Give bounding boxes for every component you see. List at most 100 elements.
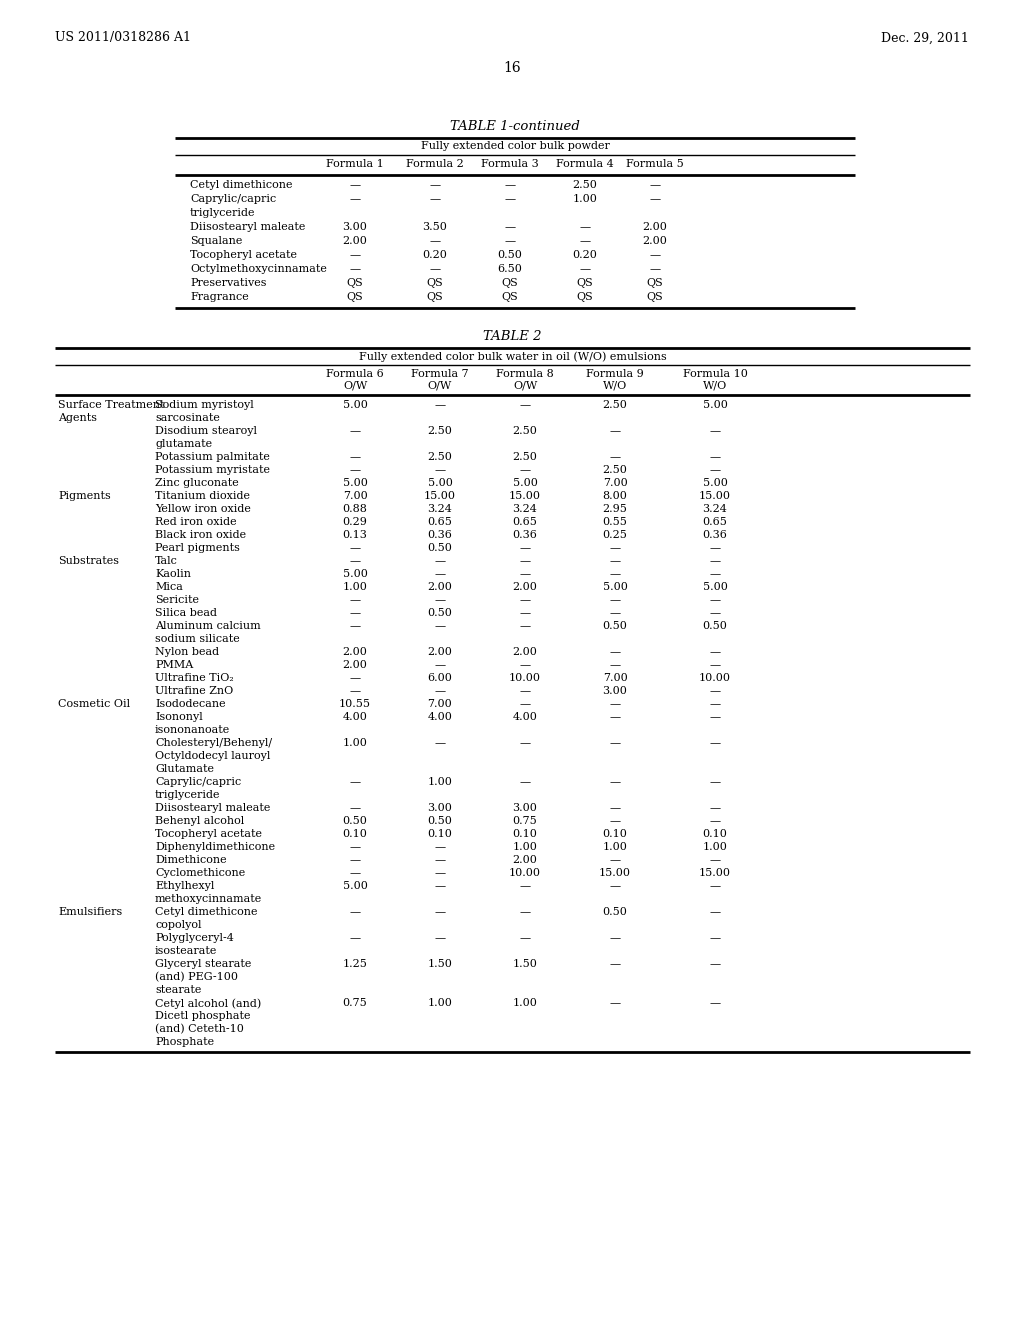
Text: —: — xyxy=(710,960,721,969)
Text: 0.75: 0.75 xyxy=(513,816,538,826)
Text: Caprylic/capric: Caprylic/capric xyxy=(155,777,242,787)
Text: —: — xyxy=(580,222,591,232)
Text: 4.00: 4.00 xyxy=(428,711,453,722)
Text: —: — xyxy=(609,711,621,722)
Text: (and) Ceteth-10: (and) Ceteth-10 xyxy=(155,1024,244,1035)
Text: 6.50: 6.50 xyxy=(498,264,522,275)
Text: QS: QS xyxy=(347,292,364,302)
Text: —: — xyxy=(349,673,360,682)
Text: Tocopheryl acetate: Tocopheryl acetate xyxy=(155,829,262,840)
Text: —: — xyxy=(434,855,445,865)
Text: methoxycinnamate: methoxycinnamate xyxy=(155,894,262,904)
Text: Titanium dioxide: Titanium dioxide xyxy=(155,491,250,502)
Text: Dicetl phosphate: Dicetl phosphate xyxy=(155,1011,251,1020)
Text: —: — xyxy=(429,264,440,275)
Text: —: — xyxy=(519,609,530,618)
Text: Tocopheryl acetate: Tocopheryl acetate xyxy=(190,249,297,260)
Text: —: — xyxy=(349,595,360,605)
Text: —: — xyxy=(710,777,721,787)
Text: —: — xyxy=(505,194,515,205)
Text: Disodium stearoyl: Disodium stearoyl xyxy=(155,426,257,436)
Text: Potassium palmitate: Potassium palmitate xyxy=(155,451,270,462)
Text: Preservatives: Preservatives xyxy=(190,279,266,288)
Text: TABLE 1-continued: TABLE 1-continued xyxy=(451,120,580,133)
Text: 8.00: 8.00 xyxy=(602,491,628,502)
Text: 0.65: 0.65 xyxy=(513,517,538,527)
Text: stearate: stearate xyxy=(155,985,202,995)
Text: —: — xyxy=(434,907,445,917)
Text: 15.00: 15.00 xyxy=(599,869,631,878)
Text: 4.00: 4.00 xyxy=(513,711,538,722)
Text: —: — xyxy=(609,660,621,671)
Text: —: — xyxy=(710,451,721,462)
Text: —: — xyxy=(349,194,360,205)
Text: (and) PEG-100: (and) PEG-100 xyxy=(155,972,238,982)
Text: —: — xyxy=(434,569,445,579)
Text: —: — xyxy=(519,556,530,566)
Text: triglyceride: triglyceride xyxy=(155,789,220,800)
Text: —: — xyxy=(609,960,621,969)
Text: QS: QS xyxy=(577,279,593,288)
Text: Behenyl alcohol: Behenyl alcohol xyxy=(155,816,245,826)
Text: 0.65: 0.65 xyxy=(702,517,727,527)
Text: Formula 10: Formula 10 xyxy=(683,370,748,379)
Text: 5.00: 5.00 xyxy=(702,582,727,591)
Text: 3.00: 3.00 xyxy=(428,803,453,813)
Text: 1.00: 1.00 xyxy=(702,842,727,851)
Text: Diphenyldimethicone: Diphenyldimethicone xyxy=(155,842,275,851)
Text: Surface Treatment: Surface Treatment xyxy=(58,400,165,411)
Text: 2.50: 2.50 xyxy=(602,465,628,475)
Text: W/O: W/O xyxy=(702,381,727,391)
Text: 2.00: 2.00 xyxy=(428,647,453,657)
Text: —: — xyxy=(609,647,621,657)
Text: —: — xyxy=(710,855,721,865)
Text: O/W: O/W xyxy=(343,381,368,391)
Text: —: — xyxy=(519,907,530,917)
Text: Formula 4: Formula 4 xyxy=(556,158,613,169)
Text: Red iron oxide: Red iron oxide xyxy=(155,517,237,527)
Text: 6.00: 6.00 xyxy=(428,673,453,682)
Text: 1.50: 1.50 xyxy=(428,960,453,969)
Text: 7.00: 7.00 xyxy=(603,478,628,488)
Text: —: — xyxy=(434,869,445,878)
Text: 15.00: 15.00 xyxy=(509,491,541,502)
Text: 2.50: 2.50 xyxy=(428,451,453,462)
Text: 2.00: 2.00 xyxy=(343,660,368,671)
Text: —: — xyxy=(519,400,530,411)
Text: QS: QS xyxy=(646,292,664,302)
Text: Pearl pigments: Pearl pigments xyxy=(155,543,240,553)
Text: Cetyl dimethicone: Cetyl dimethicone xyxy=(190,180,293,190)
Text: —: — xyxy=(519,543,530,553)
Text: 3.00: 3.00 xyxy=(602,686,628,696)
Text: 0.50: 0.50 xyxy=(428,543,453,553)
Text: —: — xyxy=(609,543,621,553)
Text: 5.00: 5.00 xyxy=(343,880,368,891)
Text: —: — xyxy=(519,933,530,942)
Text: 3.00: 3.00 xyxy=(513,803,538,813)
Text: —: — xyxy=(349,556,360,566)
Text: —: — xyxy=(429,180,440,190)
Text: 2.00: 2.00 xyxy=(343,236,368,246)
Text: 0.50: 0.50 xyxy=(498,249,522,260)
Text: —: — xyxy=(649,249,660,260)
Text: 2.00: 2.00 xyxy=(513,647,538,657)
Text: 7.00: 7.00 xyxy=(343,491,368,502)
Text: Formula 2: Formula 2 xyxy=(407,158,464,169)
Text: —: — xyxy=(519,569,530,579)
Text: Potassium myristate: Potassium myristate xyxy=(155,465,270,475)
Text: —: — xyxy=(429,236,440,246)
Text: isostearate: isostearate xyxy=(155,946,217,956)
Text: Pigments: Pigments xyxy=(58,491,111,502)
Text: —: — xyxy=(434,595,445,605)
Text: Cosmetic Oil: Cosmetic Oil xyxy=(58,700,130,709)
Text: Substrates: Substrates xyxy=(58,556,119,566)
Text: —: — xyxy=(710,907,721,917)
Text: Sericite: Sericite xyxy=(155,595,199,605)
Text: 5.00: 5.00 xyxy=(602,582,628,591)
Text: 3.50: 3.50 xyxy=(423,222,447,232)
Text: Formula 9: Formula 9 xyxy=(586,370,644,379)
Text: Cholesteryl/Behenyl/: Cholesteryl/Behenyl/ xyxy=(155,738,272,748)
Text: Fully extended color bulk water in oil (W/O) emulsions: Fully extended color bulk water in oil (… xyxy=(358,351,667,362)
Text: 0.50: 0.50 xyxy=(428,816,453,826)
Text: —: — xyxy=(609,816,621,826)
